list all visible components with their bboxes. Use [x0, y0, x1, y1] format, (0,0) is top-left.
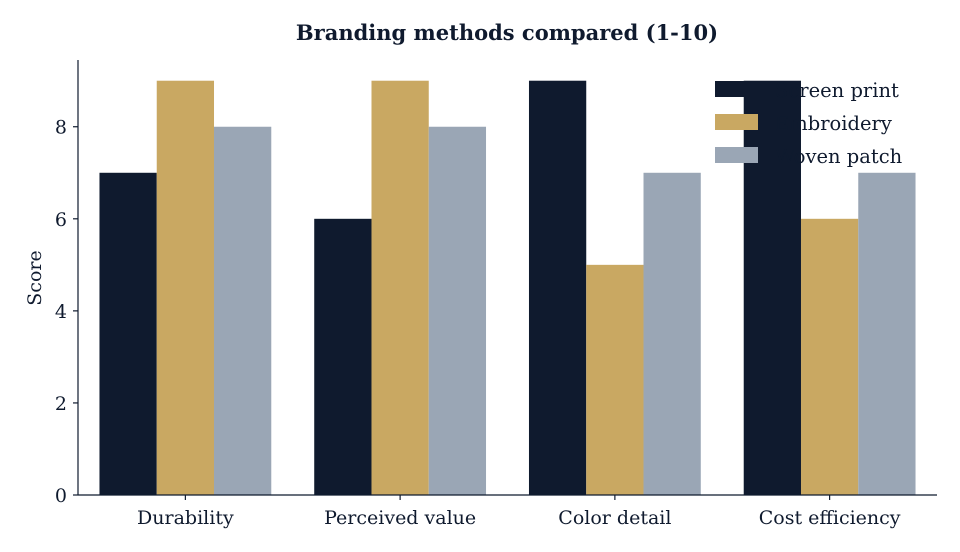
bar-woven-patch-perceived-value: [428, 126, 487, 495]
bar-screen-print-durability: [99, 172, 157, 495]
legend-label: Woven patch: [775, 145, 903, 168]
chart-title: Branding methods compared (1-10): [296, 20, 718, 45]
x-tick-label: Color detail: [558, 507, 671, 529]
bars: [99, 80, 916, 496]
y-tick-label: 8: [55, 117, 67, 139]
y-tick-label: 4: [55, 301, 67, 323]
bar-woven-patch-color-detail: [643, 172, 701, 495]
legend-swatch: [715, 147, 758, 163]
legend: Screen print Embroidery Woven patch: [715, 79, 903, 168]
x-tick-label: Perceived value: [324, 507, 476, 529]
bar-woven-patch-cost-efficiency: [858, 172, 916, 495]
bar-embroidery-durability: [156, 80, 215, 495]
x-tick-label: Durability: [137, 507, 234, 529]
axes: 0 2 4 6 8 Durability Perceived value Color deta…: [55, 60, 937, 529]
bar-woven-patch-durability: [214, 126, 272, 495]
legend-label: Screen print: [775, 79, 899, 102]
y-axis-label: Score: [24, 250, 46, 305]
legend-swatch: [715, 81, 758, 97]
x-tick-label: Cost efficiency: [759, 507, 901, 529]
bar-embroidery-cost-efficiency: [800, 218, 859, 496]
legend-swatch: [715, 114, 758, 130]
bar-embroidery-perceived-value: [371, 80, 429, 495]
bar-embroidery-color-detail: [586, 264, 644, 495]
y-tick-label: 0: [55, 485, 67, 507]
legend-label: Embroidery: [775, 112, 892, 135]
bar-screen-print-color-detail: [528, 80, 587, 495]
bar-screen-print-perceived-value: [314, 218, 372, 496]
bar-screen-print-cost-efficiency: [743, 80, 801, 495]
y-tick-label: 2: [55, 393, 67, 415]
y-tick-label: 6: [55, 209, 67, 231]
